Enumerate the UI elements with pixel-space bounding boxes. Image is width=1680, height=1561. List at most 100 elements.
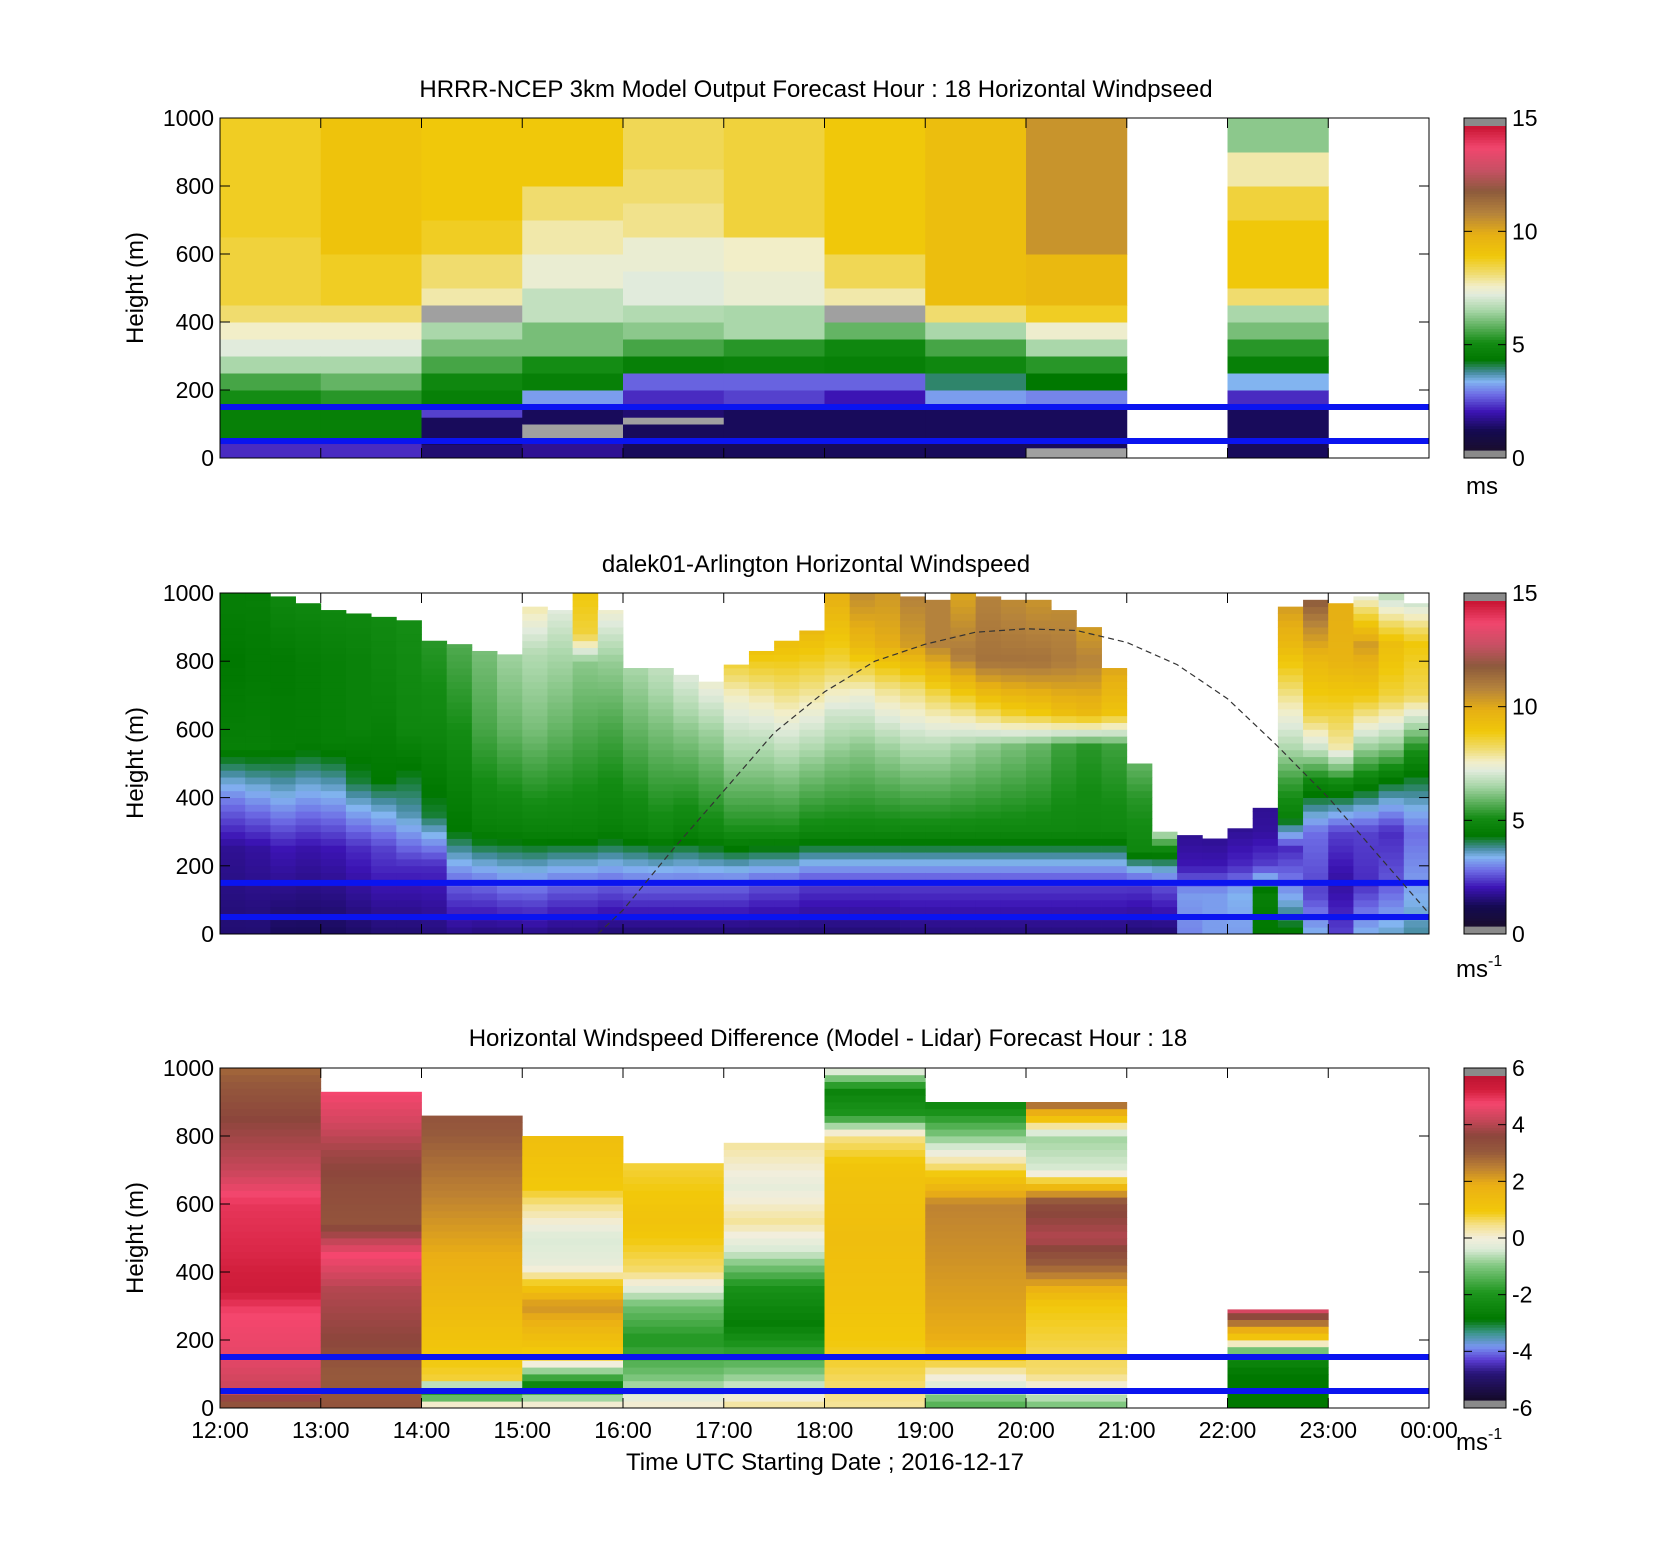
model-cell-2-6	[421, 339, 523, 357]
lidar-cell-13-11	[547, 852, 574, 860]
colorbar-segment-38	[1464, 820, 1506, 824]
lidar-cell-27-16	[900, 818, 926, 826]
colorbar-segment-8	[1464, 425, 1506, 429]
lidar-cell-26-37	[874, 674, 901, 683]
colorbar-segment-40	[1464, 339, 1506, 343]
diff-cell-3-15	[522, 1299, 624, 1307]
lidar-cell-38-5	[1177, 893, 1203, 901]
colorbar-segment-74	[1464, 247, 1506, 251]
x-axis-tick-labels: 12:00 13:00 14:00 15:00 16:00 17:00 18:00 19:00…	[191, 1417, 1458, 1443]
model-cell-0-10	[220, 118, 322, 238]
lidar-cell-6-31	[371, 715, 397, 723]
lidar-cell-18-36	[673, 681, 699, 689]
diff-cell-6-16	[824, 1292, 926, 1300]
lidar-cell-8-33	[421, 702, 448, 710]
diff-cell-6-15	[824, 1299, 926, 1307]
lidar-cell-7-43	[396, 633, 422, 642]
lidar-cell-2-31	[270, 715, 296, 723]
lidar-cell-15-1	[597, 920, 624, 928]
colorbar-segment-89	[1464, 682, 1506, 686]
lidar-cell-42-5	[1277, 893, 1304, 901]
lidar-cell-10-10	[471, 858, 498, 867]
lidar-cell-8-8	[421, 872, 448, 880]
lidar-cell-47-40	[1403, 654, 1430, 662]
lidar-cell-31-32	[1000, 708, 1027, 717]
lidar-cell-5-8	[345, 872, 372, 880]
diff-cell-6-37	[824, 1149, 926, 1157]
lidar-cell-36-8	[1126, 872, 1153, 880]
lidar-cell-30-15	[975, 824, 1002, 833]
colorbar-segment-77	[1464, 1189, 1506, 1193]
diff-cell-4-3	[623, 1380, 725, 1388]
lidar-cell-23-23	[799, 770, 825, 778]
lidar-cell-33-34	[1051, 695, 1077, 703]
lidar-cell-19-17	[698, 811, 725, 819]
lidar-cell-33-35	[1051, 688, 1077, 696]
diff-cell-5-29	[723, 1204, 825, 1212]
lidar-cell-13-0	[547, 927, 574, 935]
colorbar-segment-110	[1464, 150, 1506, 154]
diff-cell-8-32	[1026, 1183, 1128, 1191]
lidar-cell-8-12	[421, 845, 448, 853]
colorbar-segment-8	[1464, 1375, 1506, 1379]
lidar-cell-14-10	[572, 858, 599, 867]
lidar-cell-38-9	[1177, 865, 1203, 874]
diff-cell-8-28	[1026, 1210, 1128, 1218]
lidar-cell-16-33	[623, 702, 649, 710]
diff-cell-9-1	[1227, 1394, 1329, 1402]
diff-cell-5-30	[723, 1197, 825, 1205]
lidar-cell-11-38	[497, 668, 523, 676]
lidar-cell-30-25	[975, 756, 1002, 764]
colorbar-segment-10	[1464, 896, 1506, 900]
diff-cell-2-39	[421, 1136, 523, 1144]
lidar-cell-18-10	[673, 858, 699, 867]
lidar-cell-10-39	[471, 661, 498, 669]
lidar-cell-7-25	[396, 756, 422, 764]
lidar-cell-34-1	[1076, 920, 1102, 928]
lidar-cell-17-34	[648, 695, 674, 703]
lidar-cell-42-6	[1277, 886, 1304, 894]
lidar-cell-2-10	[270, 858, 296, 867]
lidar-cell-13-1	[547, 920, 574, 928]
colorbar-segment-114	[1464, 1089, 1506, 1093]
y-tick-label-0: 0	[201, 921, 214, 947]
model-cell-8-5	[1026, 339, 1128, 357]
lidar-cell-38-13	[1177, 838, 1203, 846]
diff-cell-4-29	[623, 1204, 725, 1212]
diff-cell-3-22	[522, 1251, 624, 1259]
lidar-cell-25-49	[849, 593, 876, 601]
lidar-cell-15-6	[597, 886, 624, 894]
lidar-cell-41-11	[1252, 852, 1279, 860]
lidar-cell-5-40	[345, 654, 372, 662]
lidar-cell-32-14	[1026, 831, 1052, 839]
lidar-cell-27-47	[900, 606, 926, 614]
lidar-cell-23-18	[799, 804, 825, 812]
lidar-cell-32-22	[1026, 777, 1052, 785]
lidar-cell-25-34	[849, 695, 876, 703]
diff-cell-8-41	[1026, 1122, 1128, 1130]
lidar-cell-26-18	[874, 804, 901, 812]
model-cell-2-11	[421, 220, 523, 255]
diff-cell-3-21	[522, 1258, 624, 1266]
lidar-cell-31-23	[1000, 770, 1027, 778]
lidar-cell-36-19	[1126, 797, 1153, 805]
diff-cell-8-39	[1026, 1136, 1128, 1144]
lidar-cell-7-33	[396, 702, 422, 710]
diff-cell-1-26	[320, 1224, 422, 1232]
lidar-cell-0-6	[220, 886, 246, 894]
lidar-cell-37-9	[1151, 865, 1178, 874]
lidar-cell-46-20	[1378, 790, 1405, 798]
diff-cell-8-5	[1026, 1367, 1128, 1375]
lidar-cell-25-23	[849, 770, 876, 778]
lidar-cell-18-6	[673, 886, 699, 894]
lidar-cell-28-37	[925, 674, 951, 683]
lidar-cell-30-46	[975, 613, 1002, 621]
lidar-cell-16-29	[623, 729, 649, 737]
x-tick-label-00:00: 00:00	[1400, 1417, 1458, 1443]
lidar-cell-4-0	[320, 927, 347, 935]
diff-cell-0-11	[220, 1326, 322, 1334]
lidar-cell-36-11	[1126, 852, 1153, 860]
lidar-cell-10-21	[471, 783, 498, 792]
diff-cell-4-33	[623, 1176, 725, 1184]
lidar-cell-16-17	[623, 811, 649, 819]
